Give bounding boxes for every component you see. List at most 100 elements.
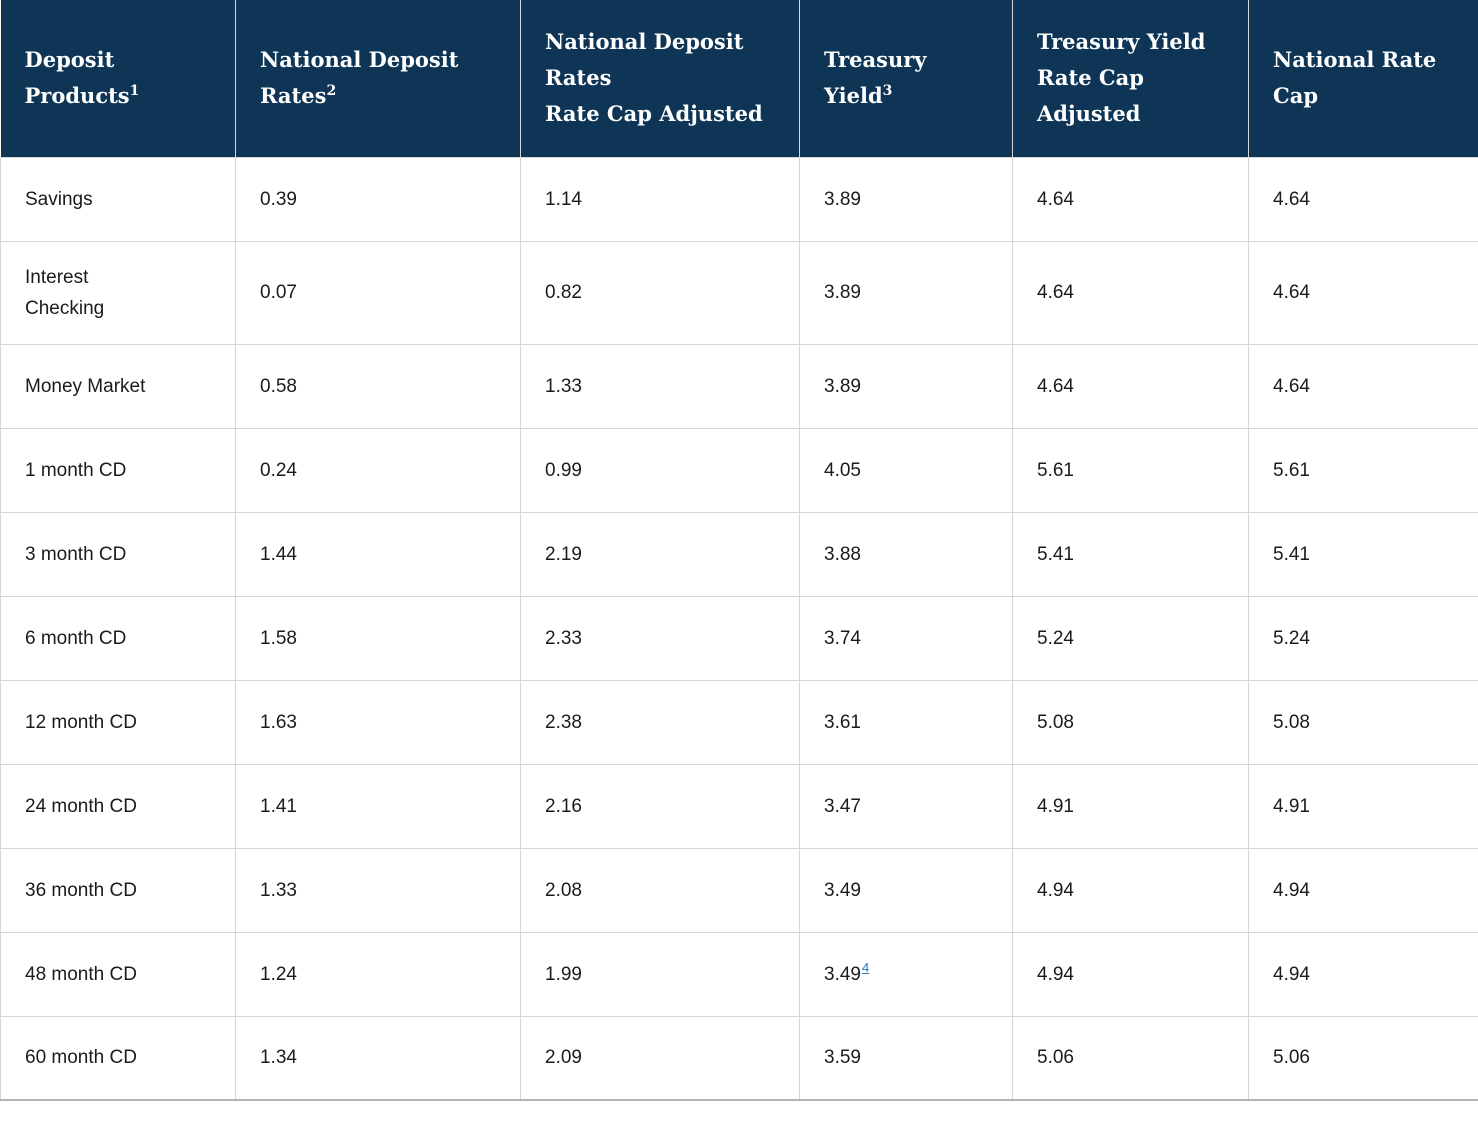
rate-value: 5.06 [1273, 1047, 1310, 1069]
table-row: 1 month CD 0.24 0.99 4.05 5.61 5.61 [0, 427, 1478, 513]
rate-value: 0.58 [260, 375, 297, 397]
rate-value: 4.64 [1037, 188, 1074, 210]
table-row: Savings 0.39 1.14 3.89 4.64 4.64 [0, 156, 1478, 242]
rate-value: 3.59 [824, 1047, 861, 1069]
product-label: Interest Checking [25, 266, 105, 319]
rate-value: 3.89 [824, 375, 861, 397]
rate-value: 5.41 [1037, 543, 1074, 565]
cell-deposit-product: 3 month CD [0, 511, 236, 597]
rate-value: 1.33 [545, 375, 582, 397]
cell-national-rate-cap: 5.24 [1248, 595, 1478, 681]
rate-value: 1.99 [545, 963, 582, 985]
rate-value: 5.06 [1037, 1047, 1074, 1069]
cell-national-deposit-rate: 1.58 [235, 595, 521, 681]
rate-value: 3.89 [824, 282, 861, 303]
cell-treasury-yield: 3.89 [799, 240, 1013, 345]
footnote-2-ref: 2 [326, 83, 337, 100]
cell-national-deposit-rate-cap-adjusted: 2.33 [520, 595, 800, 681]
footnote-3-ref: 3 [882, 83, 893, 100]
cell-treasury-yield-rate-cap-adjusted: 4.64 [1012, 156, 1249, 242]
product-label: 12 month CD [25, 711, 137, 733]
cell-treasury-yield: 3.88 [799, 511, 1013, 597]
product-label: 60 month CD [25, 1047, 137, 1069]
rate-value: 2.08 [545, 879, 582, 901]
header-national-deposit-rates-cap-adjusted: National Deposit Rates Rate Cap Adjusted [520, 0, 800, 158]
header-label: Deposit Products [24, 47, 130, 109]
rate-value: 4.64 [1037, 375, 1074, 397]
rate-value: 5.24 [1037, 627, 1074, 649]
table-row: 12 month CD 1.63 2.38 3.61 5.08 5.08 [0, 679, 1478, 765]
cell-treasury-yield: 3.89 [799, 156, 1013, 242]
product-label: 24 month CD [25, 795, 137, 817]
rate-value: 2.38 [545, 711, 582, 733]
rate-value: 3.74 [824, 627, 861, 649]
rate-value: 4.91 [1273, 795, 1310, 817]
cell-national-rate-cap: 5.08 [1248, 679, 1478, 765]
cell-national-rate-cap: 4.64 [1248, 156, 1478, 242]
rate-value: 3.49 [824, 879, 861, 901]
rate-value: 4.94 [1273, 879, 1310, 901]
cell-national-deposit-rate: 1.41 [235, 763, 521, 849]
cell-national-rate-cap: 4.94 [1248, 931, 1478, 1017]
rate-value: 5.41 [1273, 543, 1310, 565]
rate-value: 3.89 [824, 188, 861, 210]
table-row: 24 month CD 1.41 2.16 3.47 4.91 4.91 [0, 763, 1478, 849]
rate-value: 1.44 [260, 543, 297, 565]
cell-national-deposit-rate: 1.34 [235, 1015, 521, 1101]
cell-national-rate-cap: 5.06 [1248, 1015, 1478, 1101]
cell-treasury-yield-rate-cap-adjusted: 5.61 [1012, 427, 1249, 513]
footnote-4-link[interactable]: 4 [861, 960, 870, 976]
rate-value: 4.91 [1037, 795, 1074, 817]
rate-value: 5.24 [1273, 627, 1310, 649]
rate-value: 0.24 [260, 459, 297, 481]
rate-value: 5.61 [1273, 459, 1310, 481]
cell-national-deposit-rate-cap-adjusted: 2.16 [520, 763, 800, 849]
cell-national-deposit-rate-cap-adjusted: 2.09 [520, 1015, 800, 1101]
cell-treasury-yield-rate-cap-adjusted: 5.41 [1012, 511, 1249, 597]
rate-value: 2.19 [545, 543, 582, 565]
product-label: 36 month CD [25, 879, 137, 901]
header-label: Treasury Yield Rate Cap Adjusted [1037, 29, 1206, 127]
cell-treasury-yield-rate-cap-adjusted: 5.24 [1012, 595, 1249, 681]
cell-treasury-yield: 3.61 [799, 679, 1013, 765]
cell-national-deposit-rate: 0.07 [235, 240, 521, 345]
cell-deposit-product: 1 month CD [0, 427, 236, 513]
rate-value: 5.08 [1273, 711, 1310, 733]
cell-deposit-product: Interest Checking [0, 240, 236, 345]
rate-value: 4.94 [1037, 963, 1074, 985]
cell-deposit-product: Money Market [0, 343, 236, 429]
product-label: 48 month CD [25, 963, 137, 985]
rate-value: 4.94 [1037, 879, 1074, 901]
rate-value: 3.88 [824, 543, 861, 565]
rate-value: 1.33 [260, 879, 297, 901]
rate-value: 4.64 [1273, 282, 1310, 303]
rate-value: 0.39 [260, 188, 297, 210]
header-deposit-products: Deposit Products1 [0, 0, 236, 158]
cell-national-deposit-rate-cap-adjusted: 1.14 [520, 156, 800, 242]
cell-national-deposit-rate: 0.39 [235, 156, 521, 242]
table-row: 60 month CD 1.34 2.09 3.59 5.06 5.06 [0, 1015, 1478, 1101]
header-national-deposit-rates: National Deposit Rates2 [235, 0, 521, 158]
cell-treasury-yield: 3.494 [799, 931, 1013, 1017]
rate-value: 2.33 [545, 627, 582, 649]
cell-treasury-yield-rate-cap-adjusted: 5.08 [1012, 679, 1249, 765]
rate-value: 1.34 [260, 1047, 297, 1069]
rate-value: 0.99 [545, 459, 582, 481]
cell-treasury-yield: 3.74 [799, 595, 1013, 681]
product-label: 6 month CD [25, 627, 127, 649]
rate-value: 4.64 [1273, 375, 1310, 397]
rate-value: 1.14 [545, 188, 582, 210]
rate-value: 4.94 [1273, 963, 1310, 985]
cell-treasury-yield-rate-cap-adjusted: 4.64 [1012, 240, 1249, 345]
cell-deposit-product: Savings [0, 156, 236, 242]
product-label: 3 month CD [25, 543, 127, 565]
header-label: National Deposit Rates Rate Cap Adjusted [545, 29, 763, 127]
national-rates-table: Deposit Products1 National Deposit Rates… [0, 0, 1478, 1101]
header-treasury-yield-rate-cap-adjusted: Treasury Yield Rate Cap Adjusted [1012, 0, 1249, 158]
cell-national-deposit-rate: 0.58 [235, 343, 521, 429]
table-body: Savings 0.39 1.14 3.89 4.64 4.64 Interes… [0, 156, 1478, 1101]
rate-value: 4.05 [824, 459, 861, 481]
rate-value: 1.63 [260, 711, 297, 733]
cell-national-deposit-rate-cap-adjusted: 2.08 [520, 847, 800, 933]
cell-national-rate-cap: 5.61 [1248, 427, 1478, 513]
